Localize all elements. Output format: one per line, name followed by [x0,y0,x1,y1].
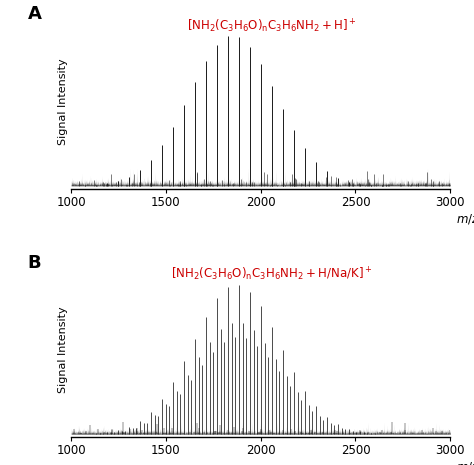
Text: $[\mathrm{NH_2(C_3H_6O)_nC_3H_6NH_2+H/Na/K}]^+$: $[\mathrm{NH_2(C_3H_6O)_nC_3H_6NH_2+H/Na… [172,266,373,283]
Text: A: A [27,5,41,23]
Text: $m/z$: $m/z$ [456,460,474,465]
Y-axis label: Signal Intensity: Signal Intensity [58,306,68,393]
Text: $m/z$: $m/z$ [456,212,474,226]
Y-axis label: Signal Intensity: Signal Intensity [58,58,68,145]
Text: B: B [27,253,41,272]
Text: $[\mathrm{NH_2(C_3H_6O)_nC_3H_6NH_2+H}]^+$: $[\mathrm{NH_2(C_3H_6O)_nC_3H_6NH_2+H}]^… [187,18,357,35]
